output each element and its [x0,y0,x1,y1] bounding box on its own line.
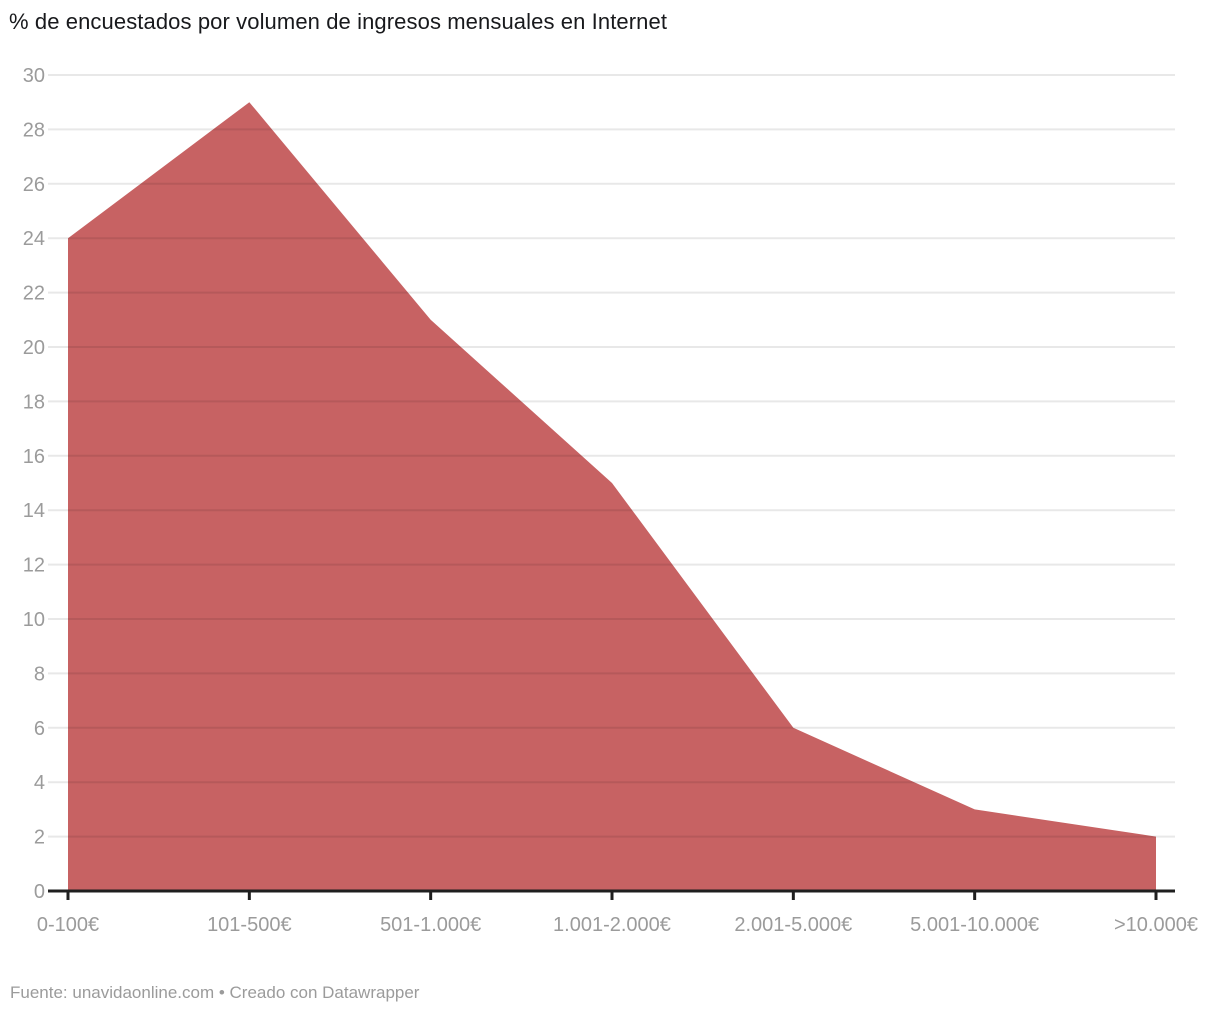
y-axis-label: 6 [34,718,45,740]
y-axis-label: 0 [34,881,45,903]
y-axis-label: 28 [23,119,45,141]
y-axis-label: 18 [23,391,45,413]
y-axis-label: 14 [23,500,45,522]
x-axis-label: 5.001-10.000€ [910,914,1039,936]
y-axis-label: 20 [23,337,45,359]
x-axis-label: 1.001-2.000€ [553,914,671,936]
y-axis-label: 24 [23,228,45,250]
chart-title: % de encuestados por volumen de ingresos… [9,9,668,34]
x-axis-label: 2.001-5.000€ [734,914,852,936]
y-axis-label: 22 [23,283,45,305]
y-axis-label: 10 [23,609,45,631]
area-series-shape [68,102,1156,891]
x-axis-label: 0-100€ [37,914,99,936]
y-axis-label: 8 [34,663,45,685]
y-axis-label: 12 [23,555,45,577]
x-axis-label: >10.000€ [1114,914,1198,936]
y-axis-label: 4 [34,772,45,794]
x-axis-label: 501-1.000€ [380,914,481,936]
x-axis-label: 101-500€ [207,914,292,936]
y-axis-label: 16 [23,446,45,468]
y-axis-label: 30 [23,65,45,87]
y-axis-label: 2 [34,827,45,849]
y-axis-label: 26 [23,174,45,196]
source-footer: Fuente: unavidaonline.com • Creado con D… [10,983,420,1002]
